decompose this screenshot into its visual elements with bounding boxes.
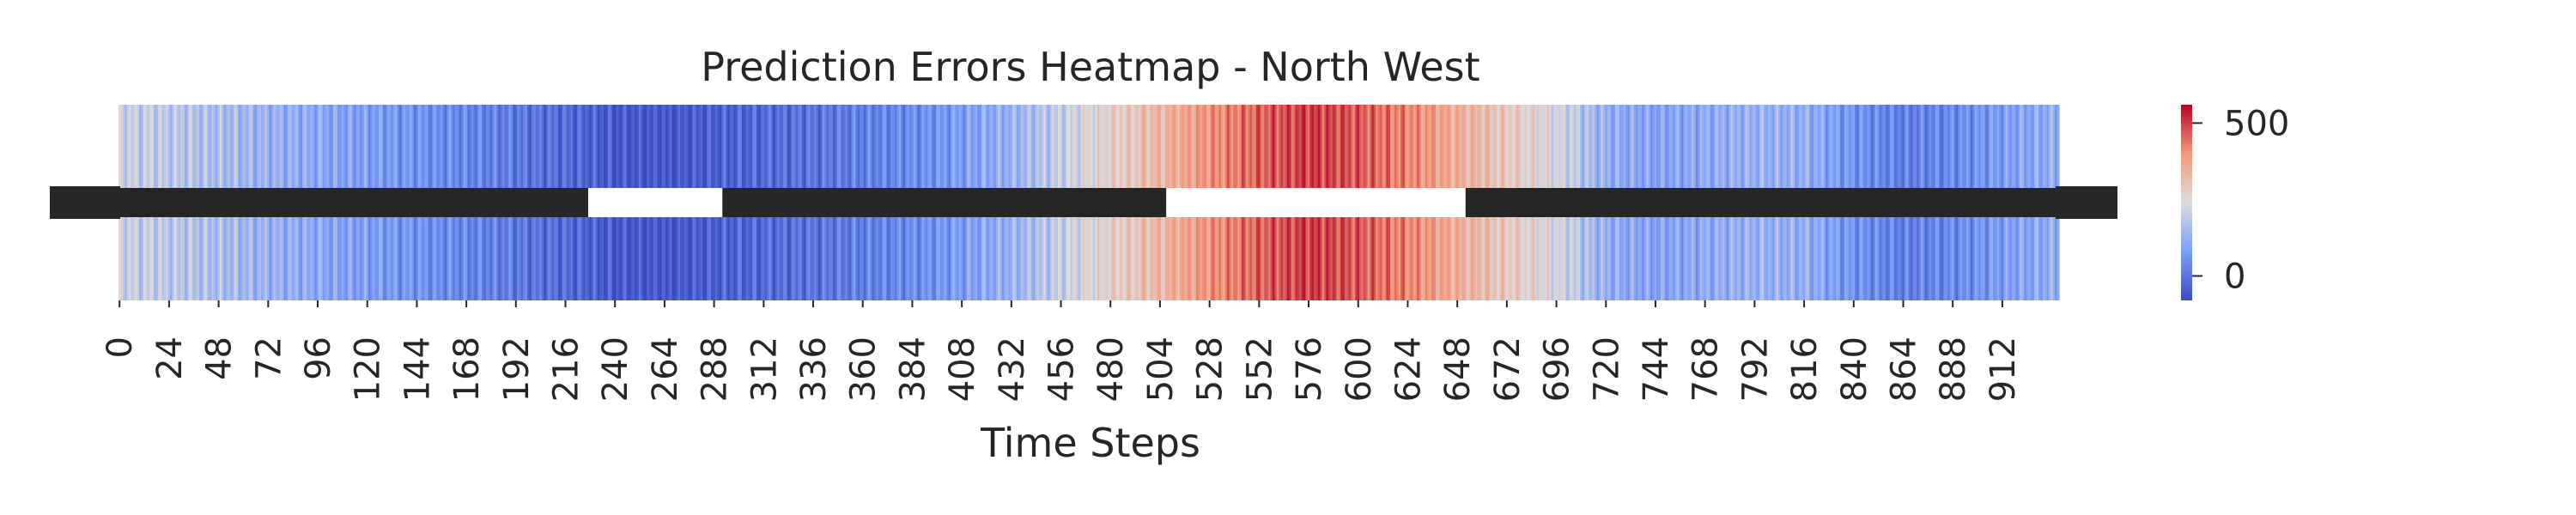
x-tick-label: 600: [1340, 336, 1379, 402]
x-tick-label: 96: [299, 336, 338, 380]
chart-title: Prediction Errors Heatmap - North West: [701, 44, 1479, 90]
x-tick-label: 912: [1984, 336, 2023, 402]
x-tick-label: 432: [993, 336, 1032, 402]
x-tick-label: 168: [447, 336, 487, 402]
x-tick-label: 216: [547, 336, 586, 402]
x-tick-label: 408: [943, 336, 982, 402]
x-tick-label: 0: [100, 336, 140, 358]
x-tick-label: 240: [596, 336, 635, 402]
cell-annotations: [50, 186, 2117, 219]
x-tick-label: 840: [1835, 336, 1874, 402]
cell-annotation: [50, 186, 120, 219]
x-tick-label: 768: [1686, 336, 1726, 402]
x-tick-label: 696: [1538, 336, 1577, 402]
x-tick-label: 624: [1388, 336, 1428, 402]
x-tick-label: 288: [696, 336, 735, 402]
x-tick-label: 144: [398, 336, 437, 402]
x-tick-label: 120: [349, 336, 388, 402]
x-tick-label: 336: [794, 336, 834, 402]
x-tick-label: 312: [744, 336, 784, 402]
x-tick-label: 672: [1488, 336, 1528, 402]
x-tick-label: 480: [1091, 336, 1131, 402]
x-tick-label: 792: [1735, 336, 1775, 402]
x-tick-label: 744: [1637, 336, 1676, 402]
x-tick-label: 192: [497, 336, 537, 402]
x-tick-label: 48: [200, 336, 240, 380]
x-tick-label: 552: [1240, 336, 1279, 402]
colorbar-tick-label: 500: [2224, 104, 2289, 143]
colorbar-ticks: 0 500: [2192, 104, 2289, 297]
x-tick-label: 72: [249, 336, 289, 380]
x-axis-label: Time Steps: [980, 420, 1200, 466]
x-tick-label: 720: [1587, 336, 1626, 402]
x-tick-label: 360: [844, 336, 884, 402]
colorbar: [2181, 105, 2192, 300]
x-tick-label: 504: [1141, 336, 1181, 402]
x-tick-label: 864: [1884, 336, 1923, 402]
x-tick-label: 816: [1785, 336, 1825, 402]
x-tick-label: 888: [1934, 336, 1973, 402]
x-tick-label: 264: [646, 336, 685, 402]
x-tick-label: 24: [150, 336, 190, 380]
x-tick-label: 456: [1042, 336, 1082, 402]
x-axis-ticks: 0 24 48 72 96 120 144 168 192 216 240 264 288 312 336 3…: [100, 300, 2023, 402]
colorbar-tick-label: 0: [2224, 258, 2245, 297]
x-tick-label: 576: [1290, 336, 1329, 402]
x-tick-label: 528: [1191, 336, 1230, 402]
cell-annotation: [2056, 186, 2117, 219]
x-tick-label: 384: [893, 336, 933, 402]
x-tick-label: 648: [1438, 336, 1478, 402]
